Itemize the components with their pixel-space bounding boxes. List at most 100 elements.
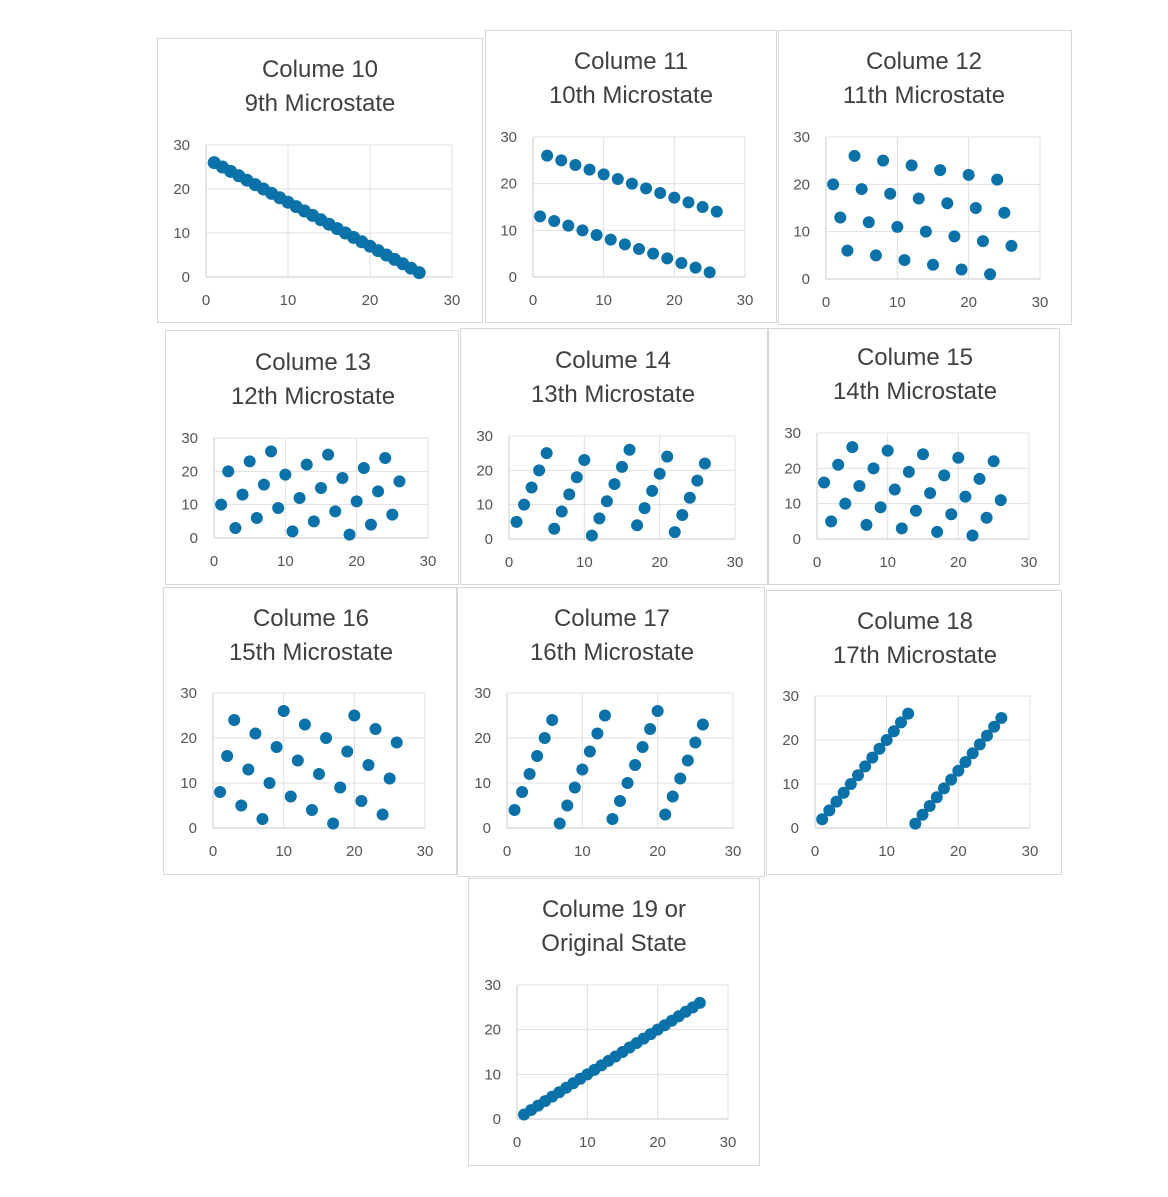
data-point	[412, 266, 426, 280]
data-point	[674, 772, 687, 785]
data-point	[837, 786, 850, 799]
data-point	[320, 732, 333, 744]
data-point	[393, 475, 406, 488]
data-point	[952, 764, 965, 777]
chart-panel	[460, 328, 768, 585]
data-point	[661, 450, 674, 463]
x-tick-label: 30	[417, 843, 434, 860]
y-tick-label: 0	[182, 269, 190, 286]
x-tick-label: 0	[822, 294, 830, 311]
chart-title-line: Original State	[541, 930, 687, 957]
data-point	[383, 772, 396, 785]
data-point	[562, 219, 575, 232]
data-point	[364, 518, 377, 531]
data-point	[994, 494, 1007, 507]
data-point	[873, 742, 886, 755]
chart-title-line: Colume 12	[865, 48, 983, 75]
x-tick-label: 0	[513, 1134, 521, 1151]
data-point	[866, 751, 879, 764]
data-point	[533, 464, 546, 477]
y-tick-label: 30	[180, 685, 197, 702]
data-point	[987, 455, 1000, 468]
chart-10: 0 10 20 30 0 10 20 30	[484, 977, 736, 1151]
data-point	[654, 187, 667, 199]
chart-6: 0 10 20 30 0 10 20 30	[784, 425, 1037, 571]
data-point	[818, 476, 831, 489]
data-point	[329, 505, 342, 518]
data-point	[816, 813, 829, 826]
y-tick-label: 20	[181, 463, 198, 480]
chart-title-line: 15th Microstate	[228, 639, 394, 666]
data-point	[869, 249, 882, 262]
data-point	[862, 216, 875, 229]
data-point	[859, 760, 872, 773]
data-point	[998, 206, 1011, 219]
data-point	[357, 462, 370, 474]
chart-title-line: 11th Microstate	[842, 82, 1006, 109]
data-point	[839, 497, 852, 510]
chart-title: Colume 17 16th Microstate	[530, 602, 694, 670]
data-point	[689, 736, 702, 749]
data-point	[668, 191, 681, 204]
data-point	[1005, 239, 1018, 252]
x-tick-label: 10	[574, 843, 591, 860]
data-point	[653, 467, 666, 480]
data-point	[243, 455, 256, 468]
data-point	[249, 727, 262, 740]
data-point	[991, 173, 1004, 186]
y-tick-label: 10	[476, 497, 493, 514]
data-point	[523, 768, 536, 780]
chart-title: Colume 13 12th Microstate	[231, 346, 395, 414]
x-tick-label: 30	[420, 553, 437, 570]
data-point	[541, 149, 554, 162]
chart-title-line: Colume 14	[554, 347, 672, 374]
y-tick-label: 10	[793, 224, 810, 241]
data-point	[698, 457, 711, 470]
data-point	[832, 458, 845, 471]
y-tick-label: 20	[793, 176, 810, 193]
y-tick-label: 10	[484, 1066, 501, 1083]
data-point	[591, 727, 604, 740]
data-point	[229, 522, 242, 534]
x-tick-label: 10	[275, 843, 292, 860]
data-point	[853, 480, 866, 492]
data-point	[508, 804, 521, 816]
data-point	[568, 781, 581, 794]
x-tick-label: 0	[209, 843, 217, 860]
data-point	[313, 768, 325, 780]
data-point	[576, 763, 589, 776]
x-tick-label: 20	[362, 292, 379, 309]
x-tick-label: 30	[1021, 554, 1038, 571]
y-tick-label: 0	[802, 271, 810, 288]
chart-title-line: 13th Microstate	[530, 381, 696, 408]
data-point	[938, 469, 951, 482]
data-point	[945, 773, 958, 786]
data-point	[966, 529, 979, 542]
data-point	[611, 173, 624, 185]
chart-5: 0 10 20 30 0 10 20 30	[476, 428, 743, 571]
data-point	[279, 468, 292, 481]
data-point	[604, 233, 617, 246]
data-point	[286, 525, 299, 538]
data-point	[598, 709, 611, 722]
data-point	[930, 791, 943, 804]
chart-panel	[457, 587, 765, 877]
data-point	[561, 799, 574, 812]
data-point	[614, 795, 626, 807]
data-point	[327, 817, 340, 830]
x-tick-label: 10	[576, 554, 593, 571]
data-point	[214, 786, 227, 798]
data-point	[510, 515, 523, 528]
x-tick-label: 30	[727, 554, 744, 571]
data-point	[844, 778, 857, 790]
data-point	[880, 734, 893, 746]
data-point	[390, 736, 403, 749]
data-point	[369, 723, 382, 735]
y-tick-label: 20	[173, 181, 190, 198]
x-tick-label: 20	[950, 843, 967, 860]
x-tick-label: 30	[720, 1134, 737, 1151]
data-point	[263, 777, 276, 789]
data-point	[696, 718, 709, 731]
x-tick-label: 30	[737, 292, 754, 309]
